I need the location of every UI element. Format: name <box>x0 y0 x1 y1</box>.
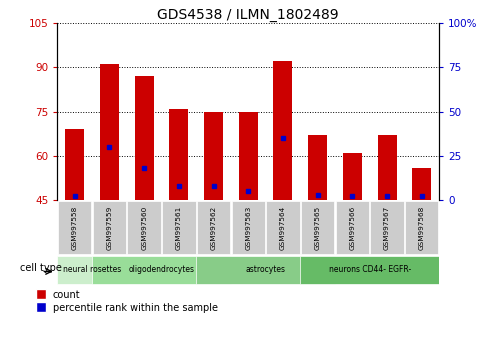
Text: GSM997568: GSM997568 <box>419 205 425 250</box>
Text: oligodendrocytes: oligodendrocytes <box>129 266 195 274</box>
FancyBboxPatch shape <box>162 201 196 254</box>
Text: GSM997565: GSM997565 <box>315 205 321 250</box>
Text: neural rosettes: neural rosettes <box>63 266 121 274</box>
Text: cell type: cell type <box>20 263 62 273</box>
Bar <box>169 109 189 200</box>
Bar <box>308 135 327 200</box>
FancyBboxPatch shape <box>301 201 334 254</box>
FancyBboxPatch shape <box>266 201 299 254</box>
FancyBboxPatch shape <box>336 201 369 254</box>
Text: GSM997558: GSM997558 <box>72 205 78 250</box>
FancyBboxPatch shape <box>92 256 231 284</box>
FancyBboxPatch shape <box>57 256 127 284</box>
Bar <box>239 112 258 200</box>
Bar <box>273 61 292 200</box>
Bar <box>378 135 397 200</box>
FancyBboxPatch shape <box>58 201 91 254</box>
FancyBboxPatch shape <box>370 201 404 254</box>
Text: GSM997562: GSM997562 <box>211 205 217 250</box>
Bar <box>135 76 154 200</box>
Bar <box>100 64 119 200</box>
Text: GSM997561: GSM997561 <box>176 205 182 250</box>
Bar <box>412 167 431 200</box>
Text: GSM997566: GSM997566 <box>349 205 355 250</box>
Title: GDS4538 / ILMN_1802489: GDS4538 / ILMN_1802489 <box>158 8 339 22</box>
Text: GSM997563: GSM997563 <box>245 205 251 250</box>
Bar <box>204 112 223 200</box>
Bar <box>343 153 362 200</box>
FancyBboxPatch shape <box>196 256 335 284</box>
FancyBboxPatch shape <box>232 201 265 254</box>
Text: astrocytes: astrocytes <box>246 266 285 274</box>
Bar <box>65 129 84 200</box>
Text: GSM997559: GSM997559 <box>106 205 112 250</box>
Legend: count, percentile rank within the sample: count, percentile rank within the sample <box>37 290 218 313</box>
FancyBboxPatch shape <box>405 201 439 254</box>
FancyBboxPatch shape <box>93 201 126 254</box>
Text: GSM997567: GSM997567 <box>384 205 390 250</box>
FancyBboxPatch shape <box>197 201 230 254</box>
Text: GSM997560: GSM997560 <box>141 205 147 250</box>
Text: neurons CD44- EGFR-: neurons CD44- EGFR- <box>328 266 411 274</box>
FancyBboxPatch shape <box>127 201 161 254</box>
FancyBboxPatch shape <box>300 256 439 284</box>
Text: GSM997564: GSM997564 <box>280 205 286 250</box>
